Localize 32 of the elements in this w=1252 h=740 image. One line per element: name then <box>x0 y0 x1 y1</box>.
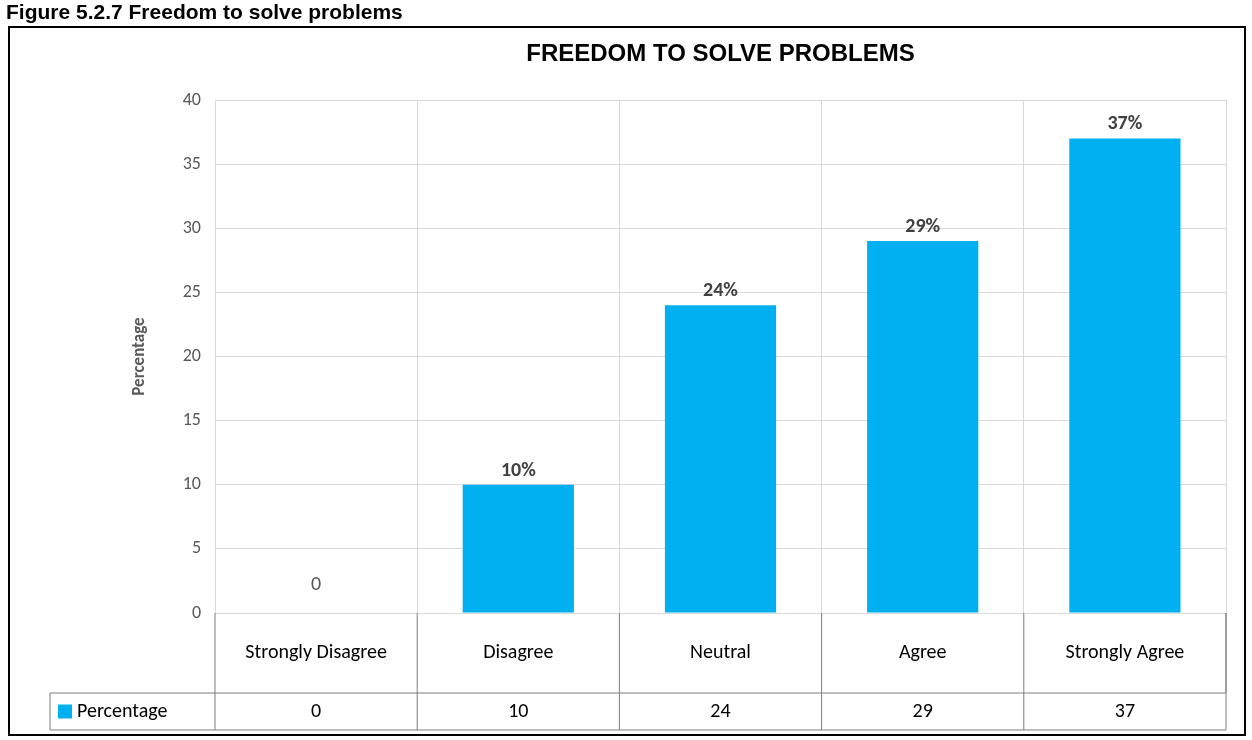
y-tick-label: 35 <box>182 151 201 174</box>
annotation: 0 <box>311 571 322 595</box>
caption: Figure 5.2.7 Freedom to solve problems <box>6 0 403 24</box>
annotation: 37% <box>1107 110 1143 135</box>
bar <box>462 484 574 613</box>
x-tick-label: Disagree <box>483 639 554 663</box>
annotation: 29% <box>905 213 941 238</box>
y-tick-label: 15 <box>182 408 201 431</box>
y-tick-label: 10 <box>182 472 201 495</box>
y-tick-label: 5 <box>191 536 201 559</box>
bar <box>867 241 979 613</box>
bar <box>1069 138 1181 613</box>
data-label: 0 <box>311 697 322 722</box>
x-tick-label: Strongly Disagree <box>245 639 387 663</box>
annotation: 24% <box>703 277 739 302</box>
annotation: 10% <box>500 456 537 481</box>
data-label: 24 <box>710 697 731 722</box>
x-tick-label: Agree <box>898 639 947 663</box>
y-axis-title: Percentage <box>128 316 150 396</box>
y-tick-label: 40 <box>182 87 201 110</box>
y-tick-label: 25 <box>182 279 201 302</box>
y-tick-label: 30 <box>182 215 201 238</box>
data-label: 29 <box>912 697 933 722</box>
data-label: 10 <box>508 697 529 722</box>
data-label: 37 <box>1114 697 1136 722</box>
x-tick-label: Strongly Agree <box>1065 639 1185 663</box>
legend-label: Percentage <box>77 697 168 722</box>
bar <box>664 305 777 613</box>
x-tick-label: Neutral <box>690 639 751 663</box>
y-tick-label: 20 <box>182 344 201 366</box>
y-tick-label: 0 <box>191 600 201 623</box>
chart-title: FREEDOM TO SOLVE PROBLEMS <box>526 38 915 66</box>
